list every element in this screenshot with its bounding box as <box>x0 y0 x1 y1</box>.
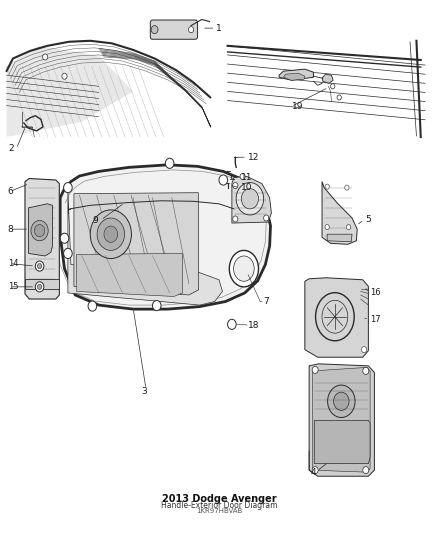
Text: 3: 3 <box>141 386 147 395</box>
Polygon shape <box>279 69 314 80</box>
Circle shape <box>64 248 72 259</box>
Circle shape <box>219 175 228 185</box>
Circle shape <box>325 184 329 189</box>
Circle shape <box>31 221 48 241</box>
Circle shape <box>328 385 355 417</box>
Circle shape <box>228 319 236 329</box>
Text: 4: 4 <box>311 467 317 477</box>
Circle shape <box>241 189 258 209</box>
Circle shape <box>233 182 238 189</box>
Circle shape <box>334 392 349 410</box>
Circle shape <box>35 224 45 237</box>
Text: 19: 19 <box>292 102 304 111</box>
Circle shape <box>151 26 158 34</box>
Circle shape <box>337 95 341 100</box>
Ellipse shape <box>233 256 254 281</box>
Polygon shape <box>313 367 370 472</box>
Polygon shape <box>74 193 198 295</box>
Polygon shape <box>327 234 352 242</box>
Circle shape <box>166 158 174 168</box>
Polygon shape <box>232 176 272 223</box>
Polygon shape <box>305 278 368 357</box>
Circle shape <box>236 183 264 215</box>
Polygon shape <box>322 182 357 244</box>
Circle shape <box>104 226 118 243</box>
Circle shape <box>90 210 131 259</box>
Circle shape <box>233 216 238 222</box>
Circle shape <box>312 466 318 474</box>
Circle shape <box>188 27 194 33</box>
Text: 17: 17 <box>370 315 381 324</box>
Circle shape <box>363 466 369 474</box>
Text: 18: 18 <box>248 321 259 330</box>
Circle shape <box>363 367 369 375</box>
Circle shape <box>42 54 48 60</box>
Text: 12: 12 <box>248 153 259 161</box>
Ellipse shape <box>230 251 258 287</box>
Circle shape <box>346 224 351 230</box>
Circle shape <box>64 183 72 193</box>
Text: 7: 7 <box>263 297 268 306</box>
Polygon shape <box>7 46 133 137</box>
Circle shape <box>152 301 161 311</box>
Circle shape <box>97 218 124 251</box>
Text: 8: 8 <box>8 224 14 233</box>
Circle shape <box>240 173 245 180</box>
Polygon shape <box>25 279 59 289</box>
Polygon shape <box>68 190 223 305</box>
Polygon shape <box>77 254 183 296</box>
Text: 10: 10 <box>240 183 252 192</box>
Text: 1: 1 <box>216 23 222 33</box>
Circle shape <box>62 73 67 79</box>
Circle shape <box>88 301 97 311</box>
Text: 11: 11 <box>240 173 252 182</box>
FancyBboxPatch shape <box>150 20 198 39</box>
Text: 14: 14 <box>8 259 18 268</box>
Circle shape <box>264 215 269 221</box>
Text: 2: 2 <box>9 144 14 153</box>
Text: 1KR97HBVAB: 1KR97HBVAB <box>196 508 242 514</box>
Circle shape <box>35 261 44 271</box>
Polygon shape <box>60 165 271 309</box>
Circle shape <box>37 284 42 289</box>
Text: 2013 Dodge Avenger: 2013 Dodge Avenger <box>162 494 276 504</box>
Text: 15: 15 <box>8 282 18 292</box>
Polygon shape <box>283 73 305 80</box>
Circle shape <box>331 84 335 89</box>
Circle shape <box>312 366 318 374</box>
Polygon shape <box>25 179 59 299</box>
Text: 5: 5 <box>365 215 371 224</box>
Text: 16: 16 <box>370 288 381 297</box>
Polygon shape <box>322 74 333 83</box>
Polygon shape <box>309 364 374 477</box>
Text: Handle-Exterior Door Diagram: Handle-Exterior Door Diagram <box>161 501 277 510</box>
Circle shape <box>325 224 329 230</box>
Text: 6: 6 <box>8 187 14 196</box>
Polygon shape <box>314 421 370 464</box>
Circle shape <box>345 185 349 190</box>
Circle shape <box>60 233 69 243</box>
Circle shape <box>35 282 44 292</box>
Polygon shape <box>28 204 53 256</box>
Circle shape <box>361 346 367 353</box>
Circle shape <box>37 264 42 269</box>
Text: 9: 9 <box>93 215 99 224</box>
